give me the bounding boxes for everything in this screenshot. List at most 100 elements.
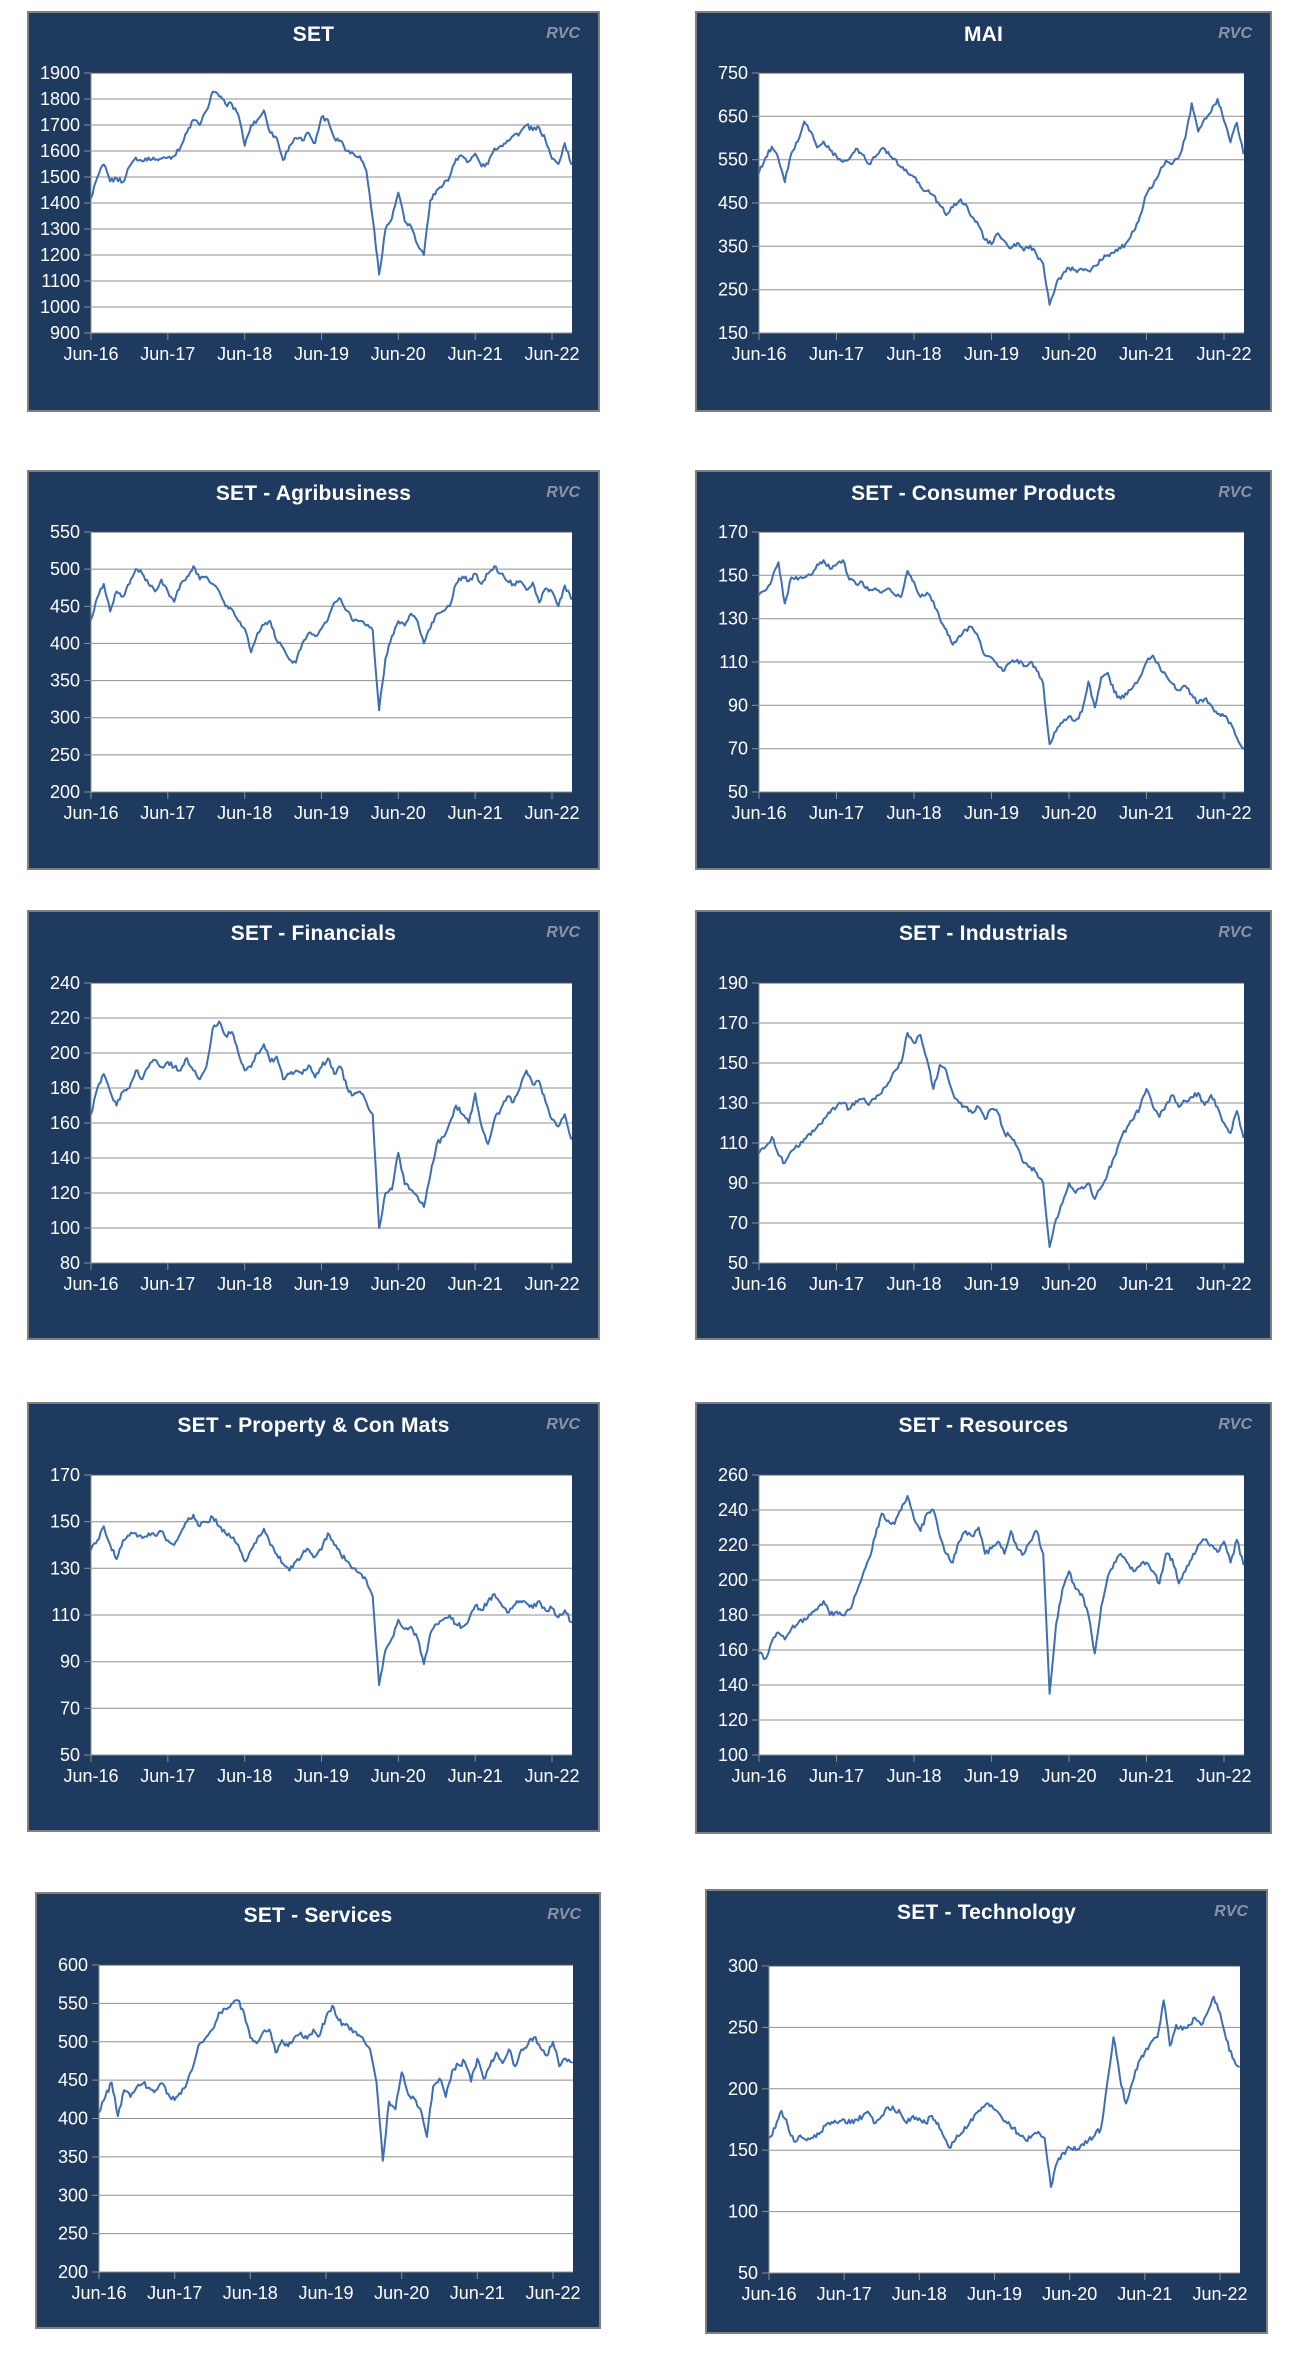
svg-text:Jun-16: Jun-16 (731, 803, 786, 823)
svg-text:130: 130 (50, 1558, 80, 1578)
svg-text:300: 300 (50, 708, 80, 728)
svg-text:Jun-18: Jun-18 (223, 2283, 278, 2303)
chart-title: SET - Property & Con Mats (177, 1414, 450, 1437)
svg-text:300: 300 (58, 2185, 88, 2205)
svg-text:200: 200 (728, 2079, 758, 2099)
svg-text:150: 150 (718, 1053, 748, 1073)
svg-text:400: 400 (58, 2109, 88, 2129)
svg-text:170: 170 (718, 1013, 748, 1033)
svg-text:80: 80 (60, 1253, 80, 1273)
svg-text:Jun-20: Jun-20 (1042, 2284, 1097, 2304)
svg-text:750: 750 (718, 63, 748, 83)
svg-text:Jun-21: Jun-21 (1119, 1766, 1174, 1786)
svg-text:250: 250 (718, 280, 748, 300)
watermark: RVC (1218, 1416, 1252, 1433)
svg-text:110: 110 (51, 1605, 80, 1625)
chart-panel-set: SET RVC 900 1000 1100 1200 1300 1400 1500 1600 1… (27, 11, 600, 412)
watermark: RVC (546, 924, 580, 941)
svg-text:90: 90 (60, 1652, 80, 1672)
svg-text:110: 110 (719, 652, 748, 672)
svg-text:Jun-17: Jun-17 (809, 1766, 864, 1786)
svg-text:Jun-20: Jun-20 (371, 803, 426, 823)
watermark: RVC (546, 1416, 580, 1433)
svg-text:150: 150 (50, 1512, 80, 1532)
svg-text:Jun-17: Jun-17 (809, 1274, 864, 1294)
svg-text:Jun-18: Jun-18 (886, 1274, 941, 1294)
svg-text:450: 450 (718, 193, 748, 213)
watermark: RVC (1218, 25, 1252, 42)
svg-text:250: 250 (728, 2017, 758, 2037)
svg-text:450: 450 (58, 2070, 88, 2090)
watermark: RVC (546, 484, 580, 501)
svg-text:190: 190 (718, 973, 748, 993)
svg-text:Jun-22: Jun-22 (525, 2283, 580, 2303)
svg-text:300: 300 (728, 1956, 758, 1976)
chart-title: SET - Technology (897, 1901, 1076, 1924)
svg-text:Jun-22: Jun-22 (524, 1766, 579, 1786)
svg-text:Jun-16: Jun-16 (63, 1274, 118, 1294)
svg-text:1800: 1800 (40, 89, 80, 109)
svg-text:Jun-18: Jun-18 (217, 1766, 272, 1786)
svg-text:100: 100 (728, 2202, 758, 2222)
watermark: RVC (546, 25, 580, 42)
svg-text:900: 900 (50, 323, 80, 343)
svg-text:150: 150 (728, 2140, 758, 2160)
svg-text:Jun-21: Jun-21 (448, 803, 503, 823)
svg-text:Jun-20: Jun-20 (1041, 344, 1096, 364)
chart-canvas: 150 250 350 450 550 650 750 Jun-16 Jun-17 Jun-18 J… (718, 63, 1252, 364)
chart-canvas: 900 1000 1100 1200 1300 1400 1500 1600 1700 1800 1… (40, 63, 580, 364)
svg-text:Jun-22: Jun-22 (1192, 2284, 1247, 2304)
svg-text:1300: 1300 (40, 219, 80, 239)
chart-panel-set-agribusiness: SET - Agribusiness RVC 200 250 300 350 400 45… (27, 470, 600, 870)
svg-text:250: 250 (50, 745, 80, 765)
svg-text:100: 100 (50, 1218, 80, 1238)
svg-text:100: 100 (718, 1745, 748, 1765)
chart-title: SET - Services (243, 1904, 393, 1927)
chart-canvas: 50 70 90 110 130 150 170 190 Jun-16 Jun-17 Jun-18 J… (718, 973, 1252, 1294)
svg-text:Jun-18: Jun-18 (217, 344, 272, 364)
svg-text:Jun-21: Jun-21 (448, 1766, 503, 1786)
svg-text:50: 50 (728, 1253, 748, 1273)
svg-text:170: 170 (50, 1465, 80, 1485)
svg-text:Jun-19: Jun-19 (964, 344, 1019, 364)
chart-canvas: 80 100 120 140 160 180 200 220 240 Jun-16 Jun-17 Ju… (50, 973, 580, 1294)
chart-canvas: 50 100 150 200 250 300 Jun-16 Jun-17 Jun-18 Jun-1… (728, 1956, 1248, 2304)
svg-text:Jun-21: Jun-21 (1117, 2284, 1172, 2304)
chart-title: SET - Industrials (898, 922, 1069, 945)
svg-text:Jun-22: Jun-22 (524, 803, 579, 823)
svg-text:Jun-21: Jun-21 (1119, 344, 1174, 364)
svg-text:Jun-20: Jun-20 (371, 344, 426, 364)
chart-panel-set-financials: SET - Financials RVC 80 100 120 140 160 180 20… (27, 910, 600, 1340)
svg-text:140: 140 (50, 1148, 80, 1168)
svg-text:Jun-18: Jun-18 (892, 2284, 947, 2304)
chart-title: SET - Agribusiness (215, 482, 412, 505)
svg-text:130: 130 (718, 609, 748, 629)
svg-text:1500: 1500 (40, 167, 80, 187)
svg-text:1900: 1900 (40, 63, 80, 83)
chart-title: SET (292, 23, 335, 46)
svg-text:180: 180 (718, 1605, 748, 1625)
svg-text:150: 150 (718, 565, 748, 585)
svg-text:180: 180 (50, 1078, 80, 1098)
svg-text:Jun-20: Jun-20 (1041, 1274, 1096, 1294)
chart-canvas: 200 250 300 350 400 450 500 550 600 Jun-16 Jun-17 J… (58, 1955, 581, 2303)
svg-text:200: 200 (58, 2262, 88, 2282)
svg-text:Jun-20: Jun-20 (374, 2283, 429, 2303)
svg-text:650: 650 (718, 106, 748, 126)
svg-text:Jun-19: Jun-19 (294, 1766, 349, 1786)
chart-panel-set-property-con-mats: SET - Property & Con Mats RVC 50 70 90 110 1… (27, 1402, 600, 1832)
svg-text:200: 200 (50, 782, 80, 802)
svg-text:Jun-16: Jun-16 (71, 2283, 126, 2303)
svg-text:350: 350 (58, 2147, 88, 2167)
svg-text:550: 550 (50, 522, 80, 542)
svg-text:Jun-16: Jun-16 (63, 803, 118, 823)
svg-text:250: 250 (58, 2224, 88, 2244)
chart-title: SET - Consumer Products (851, 482, 1116, 505)
svg-text:Jun-17: Jun-17 (809, 803, 864, 823)
svg-text:90: 90 (728, 695, 748, 715)
watermark: RVC (1214, 1903, 1248, 1920)
svg-text:1700: 1700 (40, 115, 80, 135)
svg-text:Jun-16: Jun-16 (741, 2284, 796, 2304)
chart-canvas: 50 70 90 110 130 150 170 Jun-16 Jun-17 Jun-18 Jun-… (718, 522, 1252, 823)
svg-text:Jun-19: Jun-19 (294, 1274, 349, 1294)
